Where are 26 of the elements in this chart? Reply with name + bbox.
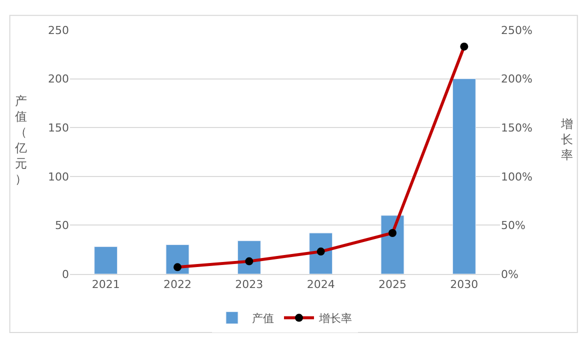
- y-tick-label: 200: [48, 72, 69, 86]
- bar: [380, 215, 404, 274]
- x-tick-label: 2030: [450, 278, 478, 292]
- y-axis-title: 产值（亿元）: [14, 94, 27, 186]
- y-tick-label: 50: [55, 219, 69, 232]
- y-tick-label: 0: [62, 268, 69, 281]
- legend-label: 产值: [252, 312, 274, 326]
- y2-tick-label: 200%: [501, 72, 532, 86]
- x-tick-label: 2021: [92, 278, 120, 292]
- bar: [452, 78, 476, 274]
- bar: [94, 246, 118, 274]
- bar: [309, 232, 333, 274]
- y-tick-label: 150: [48, 121, 69, 134]
- y2-tick-label: 100%: [501, 170, 532, 184]
- y2-axis-title: 增长率: [560, 117, 573, 162]
- y2-tick-label: 150%: [501, 121, 532, 134]
- x-tick-label: 2025: [378, 278, 406, 292]
- x-tick-label: 2024: [306, 278, 335, 292]
- y-tick-label: 100: [48, 170, 69, 184]
- legend-label: 增长率: [318, 312, 352, 326]
- y2-tick-label: 250%: [501, 24, 532, 37]
- y2-tick-label: 50%: [501, 219, 526, 232]
- y-tick-label: 250: [48, 24, 69, 37]
- x-tick-label: 2023: [235, 278, 264, 292]
- y2-tick-label: 0%: [501, 268, 518, 281]
- x-tick-label: 2022: [164, 278, 192, 292]
